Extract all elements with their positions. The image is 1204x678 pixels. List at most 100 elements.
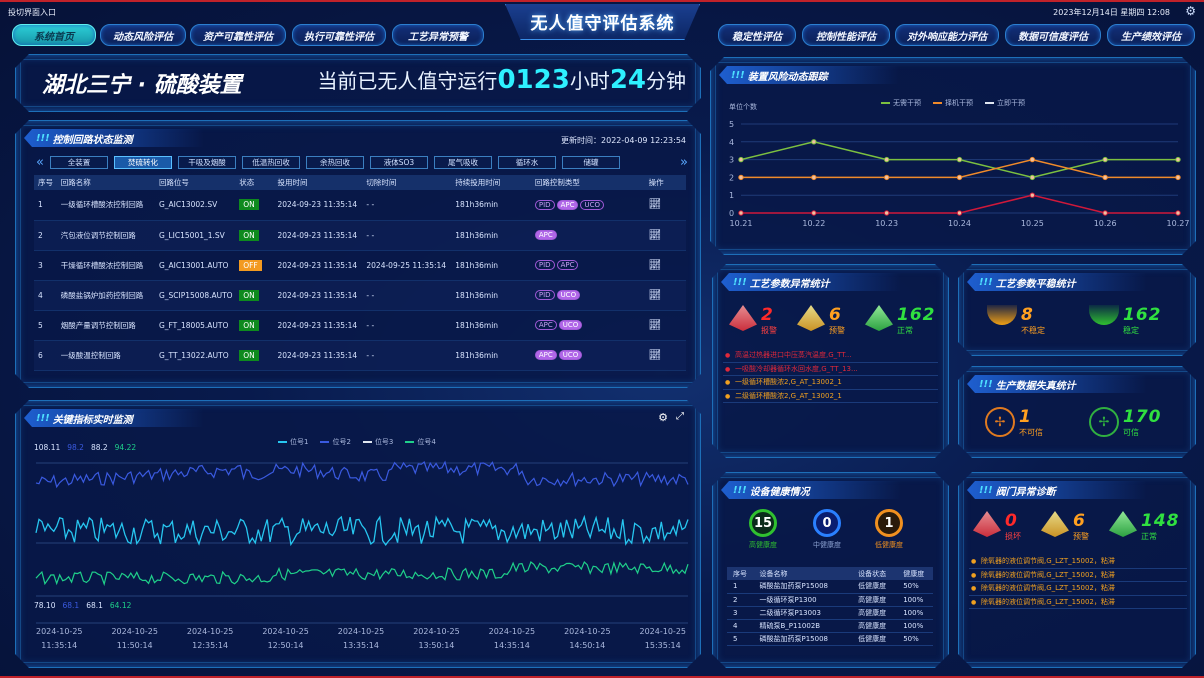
cell-start: 2024-09-23 11:35:14	[273, 310, 362, 340]
legend-swatch	[363, 441, 372, 443]
data-point[interactable]	[884, 175, 888, 179]
next-arrow-icon[interactable]: »	[679, 155, 688, 170]
data-point[interactable]	[1030, 157, 1034, 161]
trend-chart-icon[interactable]: 📈︎	[648, 349, 662, 361]
column-header: 健康度	[897, 567, 933, 580]
hours-unit: 小时	[569, 69, 610, 93]
cell-tag: G_FT_18005.AUTO	[155, 310, 235, 340]
nav-tab[interactable]: 工艺异常预警	[392, 24, 484, 46]
banner-panel: 湖北三宁 · 硫酸装置 当前已无人值守运行0123小时24分钟	[15, 54, 701, 112]
switch-entry-link[interactable]: 投切界面入口	[8, 8, 56, 17]
trend-chart-icon[interactable]: 📈︎	[648, 229, 662, 241]
data-point[interactable]	[1176, 157, 1180, 161]
control-type-tag: APC	[535, 230, 557, 240]
column-header: 状态	[235, 175, 273, 190]
unit-tab[interactable]: 低温热回收	[242, 156, 300, 169]
valve-item[interactable]: 除氧器的液位调节阀,G_LZT_15002，粘滞	[969, 582, 1187, 596]
data-point[interactable]	[957, 211, 961, 215]
anomaly-list: 高温过热器进口中压蒸汽温度,G_TT...一吸酸冷却器循环水回水度,G_TT_1…	[723, 349, 938, 403]
unit-tab[interactable]: 全装置	[50, 156, 108, 169]
nav-tab[interactable]: 稳定性评估	[718, 24, 796, 46]
data-distortion-panel: !!! 生产数据失真统计 ✢ 1 不可信 ✢ 170 可信	[958, 366, 1196, 458]
nav-tab[interactable]: 资产可靠性评估	[190, 24, 286, 46]
mid-health-ring: 0	[813, 509, 841, 537]
data-point[interactable]	[957, 157, 961, 161]
legend-item[interactable]: 位号3	[363, 437, 393, 447]
cell-tag: G_TT_13022.AUTO	[155, 340, 235, 370]
anomaly-item[interactable]: 一级循环槽酸浓2,G_AT_13002_1	[723, 376, 938, 390]
data-point[interactable]	[812, 140, 816, 144]
data-point[interactable]	[812, 211, 816, 215]
table-row: 1 一级循环槽酸浓控制回路 G_AIC13002.SV ON 2024-09-23 11…	[34, 190, 686, 220]
data-point[interactable]	[1103, 211, 1107, 215]
gear-icon[interactable]: ⚙	[1185, 4, 1196, 18]
anomaly-item[interactable]: 二级循环槽酸浓2,G_AT_13002_1	[723, 390, 938, 404]
data-point[interactable]	[1103, 175, 1107, 179]
control-type-tag: PID	[535, 290, 555, 300]
nav-tab[interactable]: 生产绩效评估	[1107, 24, 1195, 46]
anomaly-item[interactable]: 高温过热器进口中压蒸汽温度,G_TT...	[723, 349, 938, 363]
trend-chart-icon[interactable]: 📈︎	[648, 199, 662, 211]
unit-tab[interactable]: 干吸及烟酸	[178, 156, 236, 169]
data-point[interactable]	[739, 211, 743, 215]
data-point[interactable]	[739, 175, 743, 179]
data-point[interactable]	[884, 211, 888, 215]
valve-item[interactable]: 除氧器的液位调节阀,G_LZT_15002，粘滞	[969, 596, 1187, 610]
data-point[interactable]	[957, 175, 961, 179]
control-type-tag: APC	[557, 200, 579, 210]
nav-tab[interactable]: 系统首页	[12, 24, 96, 46]
legend-item[interactable]: 位号1	[278, 437, 308, 447]
low-health: 1 低健康度	[875, 509, 903, 550]
legend-item[interactable]: 位号4	[405, 437, 435, 447]
legend-item[interactable]: 立即干预	[985, 98, 1025, 108]
data-point[interactable]	[739, 157, 743, 161]
table-cell: 3	[727, 606, 753, 619]
fullscreen-icon[interactable]: ⤢	[676, 411, 684, 422]
settings-icon[interactable]: ⚙	[658, 411, 668, 424]
key-indicator-panel: !!! 关键指标实时监测 ⚙ ⤢ 位号1 位号2 位号3 位号4 108.11 98.2 8…	[15, 400, 701, 668]
data-point[interactable]	[1103, 157, 1107, 161]
unit-tab[interactable]: 尾气吸收	[434, 156, 492, 169]
unit-tab[interactable]: 液体SO3	[370, 156, 428, 169]
nav-tab[interactable]: 数据可信度评估	[1005, 24, 1101, 46]
nav-tab[interactable]: 动态风险评估	[100, 24, 186, 46]
trend-chart-icon[interactable]: 📈︎	[648, 259, 662, 271]
prev-arrow-icon[interactable]: «	[36, 155, 44, 170]
unit-tab[interactable]: 循环水	[498, 156, 556, 169]
damaged-label: 损坏	[1005, 532, 1021, 541]
shuriken-icon: ✢	[985, 407, 1015, 437]
cell-dur: 181h36min	[451, 250, 531, 280]
y-tick-label: 2	[729, 173, 734, 182]
cell-action: 📈︎	[645, 220, 686, 250]
legend-item[interactable]: 择机干预	[933, 98, 973, 108]
x-tick-label: 10.21	[730, 219, 753, 228]
trend-chart-icon[interactable]: 📈︎	[648, 289, 662, 301]
datetime: 2023年12月14日 星期四 12:08	[1053, 8, 1170, 17]
data-point[interactable]	[1176, 175, 1180, 179]
table-cell: 100%	[897, 593, 933, 606]
anomaly-item[interactable]: 一吸酸冷却器循环水回水度,G_TT_13...	[723, 363, 938, 377]
legend-item[interactable]: 无需干预	[881, 98, 921, 108]
min-value: 78.10	[34, 601, 56, 610]
trend-chart-icon[interactable]: 📈︎	[648, 319, 662, 331]
valve-item[interactable]: 除氧器的液位调节阀,G_LZT_15002，粘滞	[969, 555, 1187, 569]
series-line-2	[36, 462, 688, 487]
valve-item[interactable]: 除氧器的液位调节阀,G_LZT_15002，粘滞	[969, 569, 1187, 583]
nav-tab[interactable]: 执行可靠性评估	[292, 24, 386, 46]
unit-tab[interactable]: 余热回收	[306, 156, 364, 169]
nav-tab[interactable]: 对外响应能力评估	[895, 24, 999, 46]
legend-item[interactable]: 位号2	[320, 437, 350, 447]
y-tick-label: 0	[729, 209, 734, 218]
data-point[interactable]	[1176, 211, 1180, 215]
data-point[interactable]	[1030, 193, 1034, 197]
table-row: 2 一级循环泵P1300 高健康度 100%	[727, 593, 933, 606]
data-point[interactable]	[812, 175, 816, 179]
unit-tab[interactable]: 焚硫转化	[114, 156, 172, 169]
nav-tab[interactable]: 控制性能评估	[802, 24, 890, 46]
unit-tab[interactable]: 储罐	[562, 156, 620, 169]
x-tick-label: 10.27	[1167, 219, 1190, 228]
data-point[interactable]	[1030, 175, 1034, 179]
time-tick: 2024-10-25 11:35:14	[36, 627, 83, 650]
cell-name: 一级循环槽酸浓控制回路	[57, 190, 155, 220]
data-point[interactable]	[884, 157, 888, 161]
